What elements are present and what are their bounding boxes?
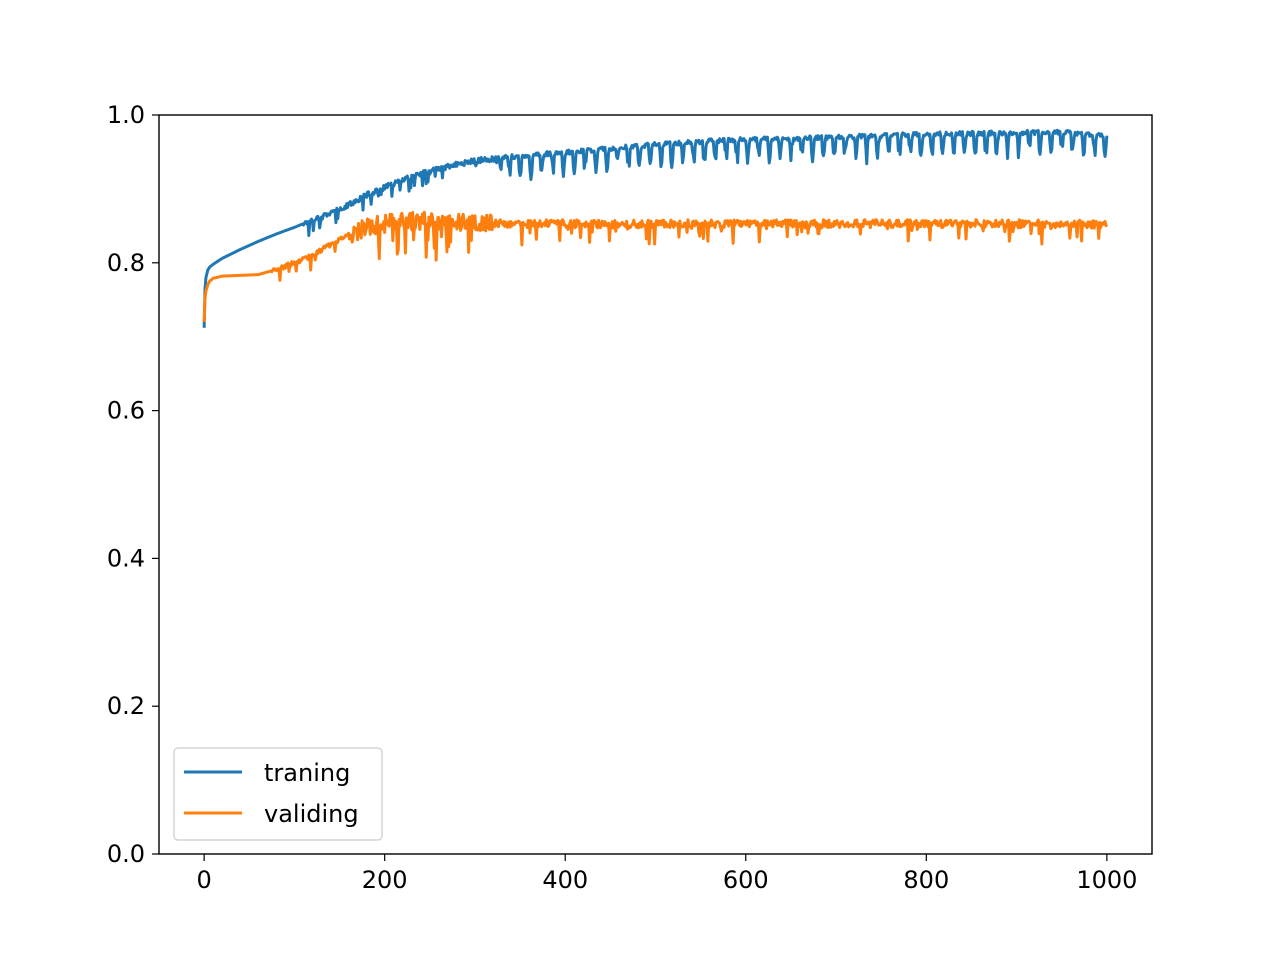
legend-label-traning: traning xyxy=(264,759,350,787)
series-layer xyxy=(202,128,1109,328)
y-tick-label: 0.6 xyxy=(107,397,145,425)
y-tick-label: 0.8 xyxy=(107,249,145,277)
x-tick-label: 1000 xyxy=(1076,866,1137,894)
y-axis: 0.0 0.2 0.4 0.6 0.8 1.0 xyxy=(107,101,159,868)
legend: traning validing xyxy=(173,747,383,841)
axes-frame xyxy=(158,114,1153,855)
y-tick-label: 0.2 xyxy=(107,692,145,720)
series-line-traning xyxy=(202,128,1109,328)
series-line-validing xyxy=(202,210,1109,322)
x-tick-label: 0 xyxy=(196,866,211,894)
x-axis: 0 200 400 600 800 1000 xyxy=(196,854,1137,894)
y-tick-label: 0.0 xyxy=(107,840,145,868)
legend-label-validing: validing xyxy=(264,800,359,828)
y-tick-label: 1.0 xyxy=(107,101,145,129)
y-tick-label: 0.4 xyxy=(107,544,145,572)
x-tick-label: 600 xyxy=(723,866,769,894)
x-tick-label: 400 xyxy=(542,866,588,894)
x-tick-label: 200 xyxy=(362,866,408,894)
x-tick-label: 800 xyxy=(903,866,949,894)
